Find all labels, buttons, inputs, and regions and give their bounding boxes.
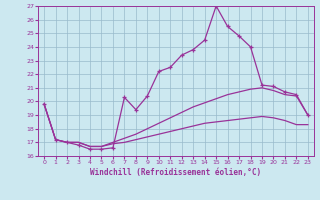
X-axis label: Windchill (Refroidissement éolien,°C): Windchill (Refroidissement éolien,°C) <box>91 168 261 177</box>
